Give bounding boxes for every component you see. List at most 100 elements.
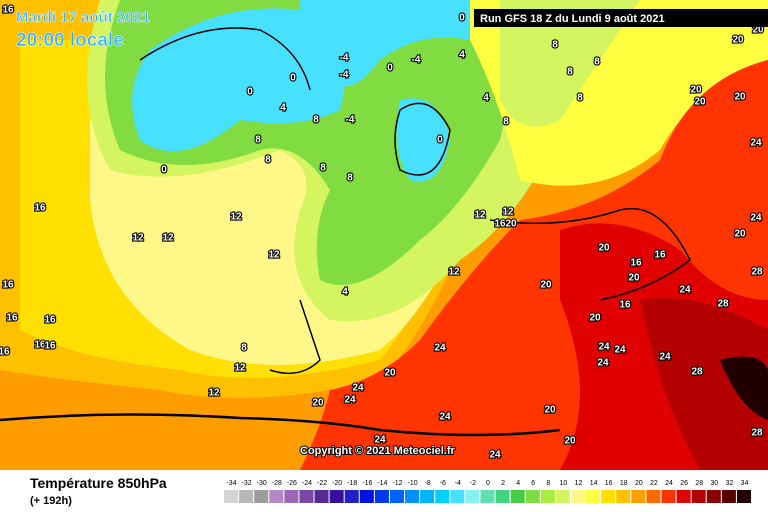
run: Run GFS 18 Z du Lundi 9 août 2021 [480, 13, 665, 25]
legend-label: 34 [741, 480, 749, 487]
contour-label: 24 [352, 383, 364, 394]
legend-swatch [405, 490, 420, 503]
contour-label: -4 [412, 55, 421, 66]
contour-label: 8 [552, 40, 558, 51]
legend-swatch [601, 490, 616, 503]
contour-label: 12 [502, 207, 514, 218]
contour-label: 8 [241, 343, 247, 354]
contour-label: 24 [597, 358, 609, 369]
legend-label: -32 [242, 480, 252, 487]
contour-label: 8 [567, 67, 573, 78]
contour-label: 16 [2, 5, 14, 16]
contour-label: 20 [540, 280, 552, 291]
contour-label: 20 [694, 97, 706, 108]
contour-label: 20 [734, 92, 746, 103]
legend-swatch [284, 490, 299, 503]
contour-label: 0 [247, 87, 253, 98]
contour-label: 12 [448, 267, 460, 278]
contour-label: 20 [732, 35, 744, 46]
contour-label: 4 [483, 93, 489, 104]
legend-label: 2 [501, 480, 505, 487]
temp-0c [396, 98, 450, 182]
contour-label: 20 [312, 398, 324, 409]
contour-label: 24 [598, 342, 610, 353]
contour-label: 24 [434, 343, 446, 354]
copyright: Copyright © 2021 Meteociel.fr [300, 445, 456, 457]
contour-label: 24 [750, 213, 762, 224]
contour-label: 20 [384, 368, 396, 379]
contour-label: 16 [630, 258, 642, 269]
contour-label: 28 [751, 428, 763, 439]
contour-label: 24 [374, 435, 386, 446]
coastline [139, 27, 691, 375]
legend-label: -16 [362, 480, 372, 487]
date: Mardi 17 août 2021 [16, 9, 150, 26]
contour-label: 8 [265, 155, 271, 166]
temp-0b [300, 0, 470, 87]
contour-label: 8 [255, 135, 261, 146]
legend-label: -6 [440, 480, 446, 487]
legend-label: -18 [347, 480, 357, 487]
contour-label: 28 [717, 299, 729, 310]
legend-swatch [676, 490, 691, 503]
contour-label: 24 [614, 345, 626, 356]
legend-label: -2 [470, 480, 476, 487]
contour-label: 20 [734, 229, 746, 240]
legend-swatch [616, 490, 631, 503]
contour-label: 8 [594, 57, 600, 68]
legend-swatch [706, 490, 721, 503]
map [0, 0, 768, 470]
legend-swatch [344, 490, 359, 503]
legend-label: 16 [605, 480, 613, 487]
legend-label: 28 [695, 480, 703, 487]
legend-label: 12 [575, 480, 583, 487]
legend-label: -12 [392, 480, 402, 487]
contour-label: 20 [690, 85, 702, 96]
legend-swatch [510, 490, 525, 503]
legend-label: -14 [377, 480, 387, 487]
legend-swatch [359, 490, 374, 503]
legend-swatch [525, 490, 540, 503]
legend-label: 18 [620, 480, 628, 487]
legend-label: -4 [455, 480, 461, 487]
legend-swatch [555, 490, 570, 503]
legend-label: -34 [226, 480, 236, 487]
contour-label: 12 [162, 233, 174, 244]
legend-swatch [269, 490, 284, 503]
legend-swatch [631, 490, 646, 503]
legend-label: 0 [486, 480, 490, 487]
legend-swatch [435, 490, 450, 503]
contour-label: 20 [628, 273, 640, 284]
contour-label: 12 [132, 233, 144, 244]
run-box [474, 9, 768, 27]
contour-label: 20 [564, 436, 576, 447]
contour-label: 20 [589, 313, 601, 324]
legend-swatch [691, 490, 706, 503]
legend-swatch [465, 490, 480, 503]
legend: -34 -32 -30 -28 -26 -24 -22 -20 -18 -16 -14 -12 -10-… [224, 480, 751, 503]
legend-swatch [254, 490, 269, 503]
contour-label: 24 [489, 450, 501, 461]
temp-0 [132, 8, 345, 152]
contour-label: 16 [44, 341, 56, 352]
legend-swatch [646, 490, 661, 503]
legend-swatch [224, 490, 239, 503]
contour-label: 8 [577, 93, 583, 104]
contour-label: 8 [503, 117, 509, 128]
time: 20:00 locale [16, 30, 124, 51]
legend-label: -8 [425, 480, 431, 487]
legend-swatch [495, 490, 510, 503]
legend-label: -26 [287, 480, 297, 487]
contour-label: 0 [459, 13, 465, 24]
legend-label: 8 [546, 480, 550, 487]
footer-title: Température 850hPa [30, 475, 167, 491]
legend-swatch [450, 490, 465, 503]
contour-label: 12 [234, 363, 246, 374]
legend-swatch [540, 490, 555, 503]
legend-swatch [661, 490, 676, 503]
legend-swatch [329, 490, 344, 503]
temp-8-east [500, 0, 640, 127]
legend-label: 20 [635, 480, 643, 487]
legend-label: -30 [257, 480, 267, 487]
